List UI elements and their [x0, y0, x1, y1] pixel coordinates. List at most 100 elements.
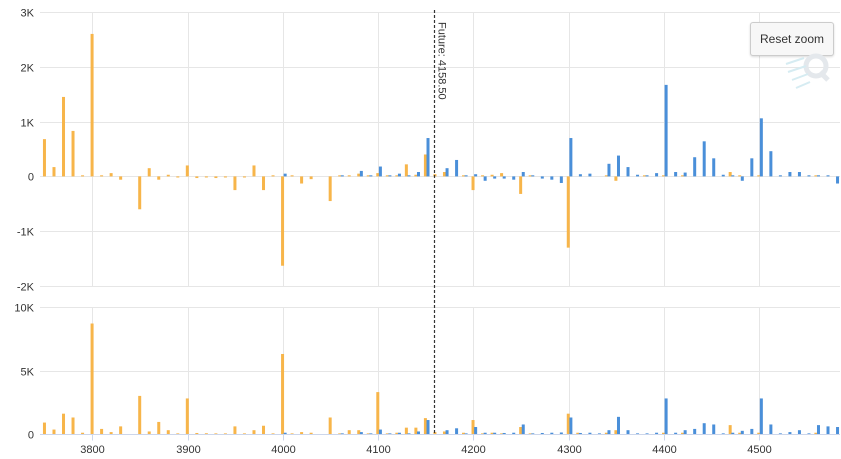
future-marker-label: Future: 4158.50 — [436, 22, 448, 100]
y-tick-label: -1K — [17, 227, 35, 239]
call-bar — [52, 429, 56, 434]
call-bar — [614, 176, 618, 181]
call-bar — [90, 33, 94, 177]
put-bar — [721, 174, 725, 177]
put-bar — [607, 430, 611, 434]
call-bar — [42, 422, 46, 434]
call-bar — [204, 176, 208, 178]
call-bar — [166, 174, 170, 177]
call-bar — [519, 176, 523, 194]
put-bar — [683, 172, 687, 177]
put-bar — [426, 420, 430, 434]
put-bar — [750, 158, 754, 177]
put-bar — [826, 175, 830, 177]
put-bar — [816, 425, 820, 434]
put-bar — [664, 84, 668, 177]
call-bar — [566, 413, 570, 434]
put-bar — [512, 176, 516, 180]
y-tick-label: 10K — [14, 303, 34, 315]
put-bar — [645, 175, 649, 177]
call-bar — [223, 176, 227, 178]
put-bar — [731, 432, 735, 434]
y-tick-label: -2K — [17, 282, 35, 294]
call-bar — [309, 432, 313, 434]
put-bar — [464, 433, 468, 435]
axis-layer: -2K -1K 0 1K 2K 3K 0 5K 10K 3800 3900 4000 4100 4200 4… — [14, 8, 840, 456]
put-bar — [540, 432, 544, 434]
call-bar — [376, 392, 380, 434]
call-bar — [576, 432, 580, 434]
call-bar — [223, 433, 227, 435]
reset-zoom-button[interactable]: Reset zoom — [750, 22, 834, 56]
call-bar — [681, 175, 685, 177]
put-bar — [540, 176, 544, 179]
x-tick-label: 3900 — [176, 444, 200, 456]
future-marker: Future: 4158.50 — [433, 10, 448, 434]
put-bar — [483, 432, 487, 434]
call-bar — [176, 433, 180, 435]
put-bar — [578, 432, 582, 434]
call-bar — [157, 421, 161, 434]
put-bar — [445, 168, 449, 177]
put-bar — [712, 424, 716, 434]
put-bar — [397, 432, 401, 434]
put-bar — [407, 175, 411, 177]
q-logo-icon — [785, 53, 830, 89]
call-bar — [423, 154, 427, 177]
put-bar — [359, 432, 363, 434]
call-bar — [604, 432, 608, 434]
call-bar — [414, 427, 418, 434]
call-bar — [442, 172, 446, 177]
call-bar — [138, 395, 142, 434]
call-bar — [109, 173, 113, 177]
y-tick-label: 5K — [21, 367, 35, 379]
call-bar — [738, 175, 742, 177]
call-bar — [395, 175, 399, 177]
put-bar — [483, 176, 487, 181]
call-bar — [309, 176, 313, 180]
put-bar — [740, 176, 744, 181]
call-bar — [328, 417, 332, 434]
put-bar — [712, 158, 716, 177]
call-bar — [185, 165, 189, 177]
call-bar — [728, 425, 732, 434]
put-bar — [369, 175, 373, 177]
put-bar — [778, 433, 782, 435]
call-bar — [357, 430, 361, 434]
call-bar — [462, 175, 466, 177]
call-bar — [71, 130, 75, 177]
put-bar — [521, 424, 525, 434]
y-tick-label: 2K — [21, 63, 35, 75]
put-bar — [778, 175, 782, 177]
call-bar — [490, 174, 494, 177]
call-bar — [242, 433, 246, 435]
put-bar — [702, 141, 706, 177]
call-bar — [300, 176, 304, 184]
call-bar — [338, 433, 342, 435]
call-bar — [385, 433, 389, 435]
put-bar — [674, 172, 678, 177]
call-bar — [62, 96, 66, 177]
call-bar — [462, 432, 466, 434]
x-tick-label: 4500 — [747, 444, 771, 456]
call-bar — [281, 353, 285, 434]
call-bar — [500, 433, 504, 435]
put-bar — [626, 430, 630, 434]
call-bar — [366, 433, 370, 435]
call-bar — [109, 432, 113, 434]
put-bar — [378, 429, 382, 434]
put-bar — [807, 175, 811, 177]
call-bar — [814, 432, 818, 434]
call-bar — [604, 175, 608, 177]
put-bar — [416, 431, 420, 434]
y-tick-label: 0 — [28, 172, 34, 184]
call-bar — [566, 176, 570, 248]
put-bar — [788, 172, 792, 177]
put-bar — [769, 424, 773, 434]
call-bar — [814, 175, 818, 177]
put-bar — [636, 433, 640, 435]
call-bar — [528, 433, 532, 435]
put-bar — [655, 432, 659, 434]
put-bar — [816, 175, 820, 177]
call-bar — [662, 432, 666, 434]
